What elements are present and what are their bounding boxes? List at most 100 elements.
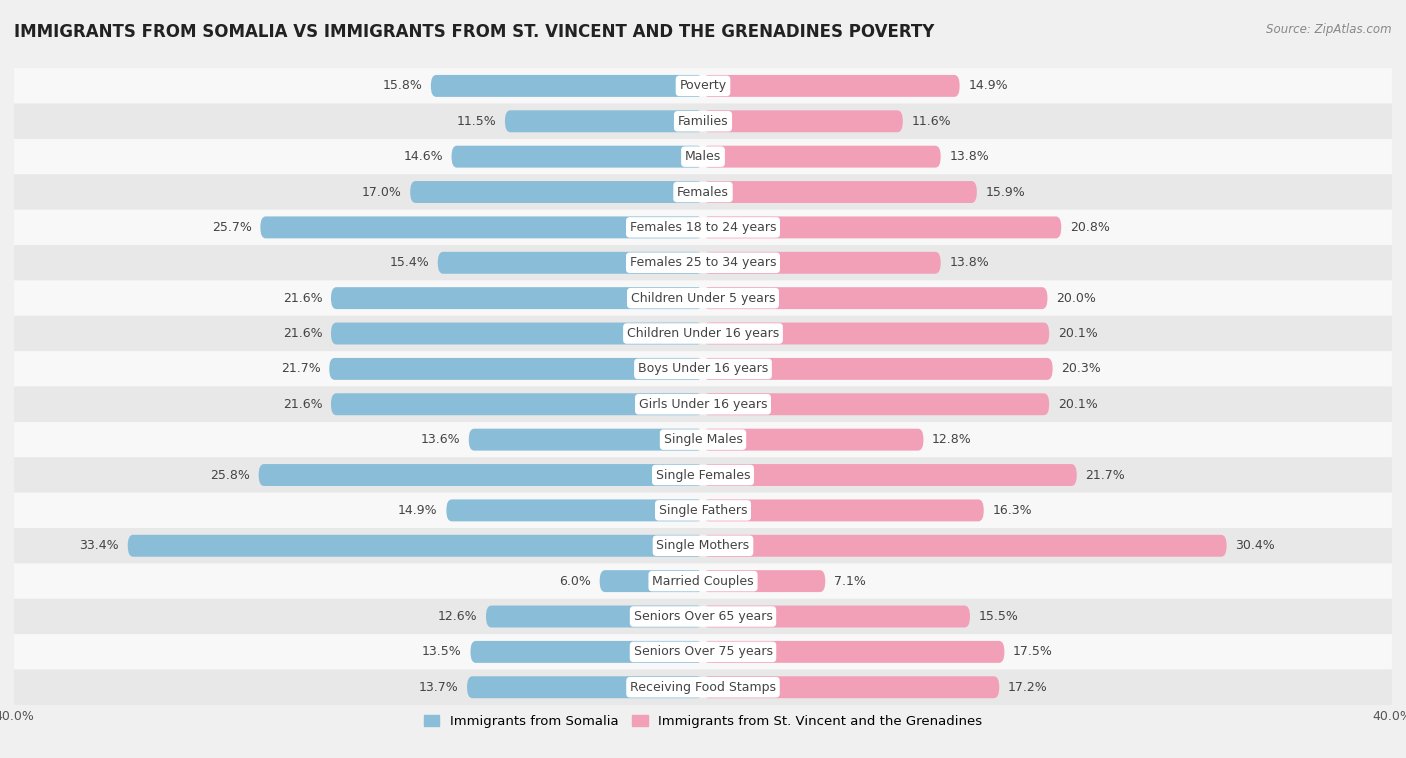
Text: 13.8%: 13.8% bbox=[949, 150, 988, 163]
FancyBboxPatch shape bbox=[703, 393, 1049, 415]
Text: IMMIGRANTS FROM SOMALIA VS IMMIGRANTS FROM ST. VINCENT AND THE GRENADINES POVERT: IMMIGRANTS FROM SOMALIA VS IMMIGRANTS FR… bbox=[14, 23, 935, 41]
FancyBboxPatch shape bbox=[468, 429, 703, 450]
FancyBboxPatch shape bbox=[14, 457, 1392, 493]
Text: 20.1%: 20.1% bbox=[1057, 327, 1098, 340]
FancyBboxPatch shape bbox=[703, 75, 960, 97]
Text: 16.3%: 16.3% bbox=[993, 504, 1032, 517]
FancyBboxPatch shape bbox=[329, 358, 703, 380]
Text: 14.6%: 14.6% bbox=[404, 150, 443, 163]
FancyBboxPatch shape bbox=[703, 323, 1049, 344]
FancyBboxPatch shape bbox=[703, 606, 970, 628]
Text: Boys Under 16 years: Boys Under 16 years bbox=[638, 362, 768, 375]
Text: 13.6%: 13.6% bbox=[420, 433, 460, 446]
Text: 20.3%: 20.3% bbox=[1062, 362, 1101, 375]
Text: 15.8%: 15.8% bbox=[382, 80, 422, 92]
FancyBboxPatch shape bbox=[14, 528, 1392, 563]
Text: 21.7%: 21.7% bbox=[1085, 468, 1125, 481]
FancyBboxPatch shape bbox=[14, 139, 1392, 174]
Text: 20.1%: 20.1% bbox=[1057, 398, 1098, 411]
Text: Children Under 5 years: Children Under 5 years bbox=[631, 292, 775, 305]
Text: 11.5%: 11.5% bbox=[457, 114, 496, 128]
FancyBboxPatch shape bbox=[505, 111, 703, 132]
Text: Single Mothers: Single Mothers bbox=[657, 539, 749, 553]
FancyBboxPatch shape bbox=[330, 393, 703, 415]
Text: Females 25 to 34 years: Females 25 to 34 years bbox=[630, 256, 776, 269]
FancyBboxPatch shape bbox=[14, 563, 1392, 599]
FancyBboxPatch shape bbox=[260, 217, 703, 238]
FancyBboxPatch shape bbox=[14, 68, 1392, 104]
FancyBboxPatch shape bbox=[14, 493, 1392, 528]
FancyBboxPatch shape bbox=[467, 676, 703, 698]
Text: 11.6%: 11.6% bbox=[911, 114, 950, 128]
Text: 13.7%: 13.7% bbox=[419, 681, 458, 694]
FancyBboxPatch shape bbox=[703, 500, 984, 522]
Text: 20.8%: 20.8% bbox=[1070, 221, 1109, 234]
FancyBboxPatch shape bbox=[259, 464, 703, 486]
Text: 21.6%: 21.6% bbox=[283, 398, 322, 411]
FancyBboxPatch shape bbox=[14, 245, 1392, 280]
FancyBboxPatch shape bbox=[451, 146, 703, 168]
Text: Families: Families bbox=[678, 114, 728, 128]
Text: 13.8%: 13.8% bbox=[949, 256, 988, 269]
Text: Children Under 16 years: Children Under 16 years bbox=[627, 327, 779, 340]
FancyBboxPatch shape bbox=[330, 287, 703, 309]
Text: 25.7%: 25.7% bbox=[212, 221, 252, 234]
Text: Married Couples: Married Couples bbox=[652, 575, 754, 587]
Text: Females 18 to 24 years: Females 18 to 24 years bbox=[630, 221, 776, 234]
FancyBboxPatch shape bbox=[14, 316, 1392, 351]
FancyBboxPatch shape bbox=[486, 606, 703, 628]
FancyBboxPatch shape bbox=[14, 669, 1392, 705]
Text: 17.5%: 17.5% bbox=[1012, 645, 1053, 659]
FancyBboxPatch shape bbox=[430, 75, 703, 97]
FancyBboxPatch shape bbox=[14, 387, 1392, 422]
Text: Poverty: Poverty bbox=[679, 80, 727, 92]
Text: 25.8%: 25.8% bbox=[209, 468, 250, 481]
FancyBboxPatch shape bbox=[14, 104, 1392, 139]
Text: Single Fathers: Single Fathers bbox=[659, 504, 747, 517]
FancyBboxPatch shape bbox=[703, 570, 825, 592]
Text: Single Females: Single Females bbox=[655, 468, 751, 481]
FancyBboxPatch shape bbox=[128, 535, 703, 556]
FancyBboxPatch shape bbox=[14, 599, 1392, 634]
FancyBboxPatch shape bbox=[703, 181, 977, 203]
Text: 15.9%: 15.9% bbox=[986, 186, 1025, 199]
FancyBboxPatch shape bbox=[437, 252, 703, 274]
Text: 7.1%: 7.1% bbox=[834, 575, 866, 587]
Text: 21.7%: 21.7% bbox=[281, 362, 321, 375]
Text: Males: Males bbox=[685, 150, 721, 163]
FancyBboxPatch shape bbox=[14, 280, 1392, 316]
Text: 20.0%: 20.0% bbox=[1056, 292, 1095, 305]
FancyBboxPatch shape bbox=[411, 181, 703, 203]
Text: 6.0%: 6.0% bbox=[560, 575, 591, 587]
FancyBboxPatch shape bbox=[703, 676, 1000, 698]
FancyBboxPatch shape bbox=[14, 174, 1392, 210]
Text: Receiving Food Stamps: Receiving Food Stamps bbox=[630, 681, 776, 694]
FancyBboxPatch shape bbox=[14, 634, 1392, 669]
FancyBboxPatch shape bbox=[14, 351, 1392, 387]
FancyBboxPatch shape bbox=[703, 429, 924, 450]
FancyBboxPatch shape bbox=[703, 535, 1226, 556]
Legend: Immigrants from Somalia, Immigrants from St. Vincent and the Grenadines: Immigrants from Somalia, Immigrants from… bbox=[419, 709, 987, 733]
Text: 21.6%: 21.6% bbox=[283, 292, 322, 305]
FancyBboxPatch shape bbox=[703, 252, 941, 274]
Text: 12.6%: 12.6% bbox=[437, 610, 478, 623]
Text: 30.4%: 30.4% bbox=[1236, 539, 1275, 553]
Text: Females: Females bbox=[678, 186, 728, 199]
FancyBboxPatch shape bbox=[14, 422, 1392, 457]
Text: 15.5%: 15.5% bbox=[979, 610, 1018, 623]
Text: 17.0%: 17.0% bbox=[361, 186, 402, 199]
Text: 33.4%: 33.4% bbox=[80, 539, 120, 553]
FancyBboxPatch shape bbox=[446, 500, 703, 522]
Text: 13.5%: 13.5% bbox=[422, 645, 461, 659]
Text: 14.9%: 14.9% bbox=[969, 80, 1008, 92]
Text: 15.4%: 15.4% bbox=[389, 256, 429, 269]
FancyBboxPatch shape bbox=[703, 287, 1047, 309]
Text: 17.2%: 17.2% bbox=[1008, 681, 1047, 694]
Text: Seniors Over 65 years: Seniors Over 65 years bbox=[634, 610, 772, 623]
FancyBboxPatch shape bbox=[599, 570, 703, 592]
Text: 21.6%: 21.6% bbox=[283, 327, 322, 340]
FancyBboxPatch shape bbox=[330, 323, 703, 344]
FancyBboxPatch shape bbox=[703, 358, 1053, 380]
Text: Source: ZipAtlas.com: Source: ZipAtlas.com bbox=[1267, 23, 1392, 36]
Text: Seniors Over 75 years: Seniors Over 75 years bbox=[634, 645, 772, 659]
